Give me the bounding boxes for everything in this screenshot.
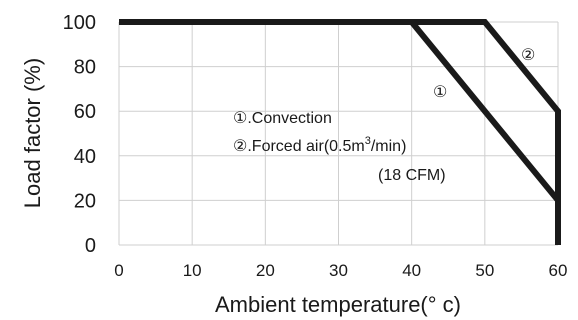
y-tick-labels: 0 20 40 60 80 100	[63, 12, 96, 257]
curve-label-1: ①	[433, 84, 447, 101]
x-tick-labels: 0 10 20 30 40 50 60	[114, 261, 567, 280]
x-axis-label: Ambient temperature(° c)	[215, 292, 461, 317]
x-tick-label: 60	[549, 261, 568, 280]
legend-text-forced-air: .Forced air(0.5m	[247, 138, 364, 155]
legend-suffix: /min)	[371, 138, 407, 155]
legend-marker-2: ②	[233, 138, 247, 155]
x-tick-label: 40	[402, 261, 421, 280]
legend-entry-forced-air: ②.Forced air(0.5m3/min)	[233, 135, 406, 155]
y-tick-label: 60	[74, 101, 96, 123]
y-tick-label: 40	[74, 146, 96, 168]
legend-marker-1: ①	[233, 110, 247, 127]
y-axis-label: Load factor (%)	[20, 58, 45, 208]
series-line-2	[119, 19, 561, 245]
legend-entry-cfm: (18 CFM)	[378, 167, 446, 184]
y-tick-label: 20	[74, 190, 96, 212]
x-tick-label: 10	[183, 261, 202, 280]
legend-text-cfm: (18 CFM)	[378, 167, 446, 184]
legend-text-convection: .Convection	[247, 110, 332, 127]
y-tick-label: 100	[63, 12, 96, 34]
x-tick-label: 0	[114, 261, 123, 280]
series-group	[119, 19, 561, 245]
legend: ①.Convection ②.Forced air(0.5m3/min) (18…	[233, 110, 446, 184]
grid	[118, 21, 559, 246]
curve-label-2: ②	[521, 47, 535, 64]
y-tick-label: 80	[74, 57, 96, 79]
y-tick-label: 0	[85, 235, 96, 257]
x-tick-label: 20	[256, 261, 275, 280]
legend-superscript: 3	[365, 135, 371, 147]
x-tick-label: 30	[329, 261, 348, 280]
x-tick-label: 50	[475, 261, 494, 280]
legend-entry-convection: ①.Convection	[233, 110, 332, 127]
